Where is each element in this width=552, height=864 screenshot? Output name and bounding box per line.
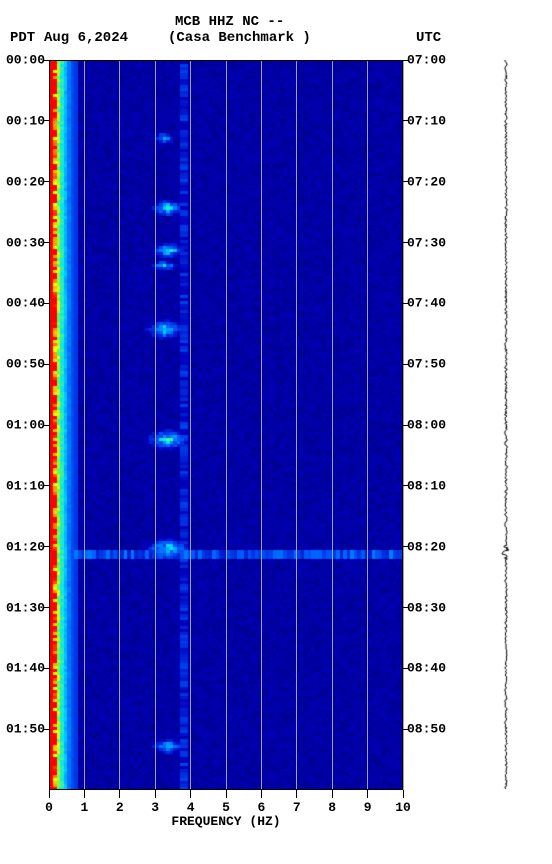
x-tick [190,790,191,798]
x-gridline [367,60,368,790]
y-left-tick-label: 01:50 [6,722,45,737]
x-tick-label: 4 [187,800,195,815]
y-tick [403,729,409,730]
y-left-tick-label: 00:20 [6,174,45,189]
y-left-tick-label: 00:00 [6,53,45,68]
y-left-tick-label: 01:30 [6,600,45,615]
station-name-label: (Casa Benchmark ) [168,30,311,46]
x-tick-label: 9 [364,800,372,815]
x-tick [403,790,404,798]
x-tick [155,790,156,798]
y-left-tick-label: 00:40 [6,296,45,311]
seismogram-trace [500,60,512,790]
y-left-tick-label: 00:50 [6,357,45,372]
x-gridline [261,60,262,790]
y-tick [43,303,49,304]
y-tick [403,242,409,243]
x-tick-label: 0 [45,800,53,815]
x-gridline [190,60,191,790]
x-gridline [226,60,227,790]
x-tick-label: 1 [80,800,88,815]
y-tick [403,364,409,365]
x-gridline [119,60,120,790]
y-left-tick-label: 00:30 [6,235,45,250]
right-timezone-label: UTC [416,30,441,46]
y-tick [43,546,49,547]
y-right-tick-label: 08:30 [407,600,446,615]
y-right-tick-label: 08:40 [407,661,446,676]
y-tick [43,242,49,243]
x-tick-label: 2 [116,800,124,815]
y-tick [403,303,409,304]
x-tick [296,790,297,798]
y-left-tick-label: 00:10 [6,113,45,128]
y-tick [403,181,409,182]
y-tick [403,60,409,61]
y-right-tick-label: 07:30 [407,235,446,250]
y-right-tick-label: 07:20 [407,174,446,189]
station-code-label: MCB HHZ NC -- [175,14,284,30]
y-tick [403,668,409,669]
y-tick [403,485,409,486]
y-tick [43,425,49,426]
y-tick [43,60,49,61]
spectrogram-plot: FREQUENCY (HZ) 01234567891000:0000:1000:… [49,60,403,790]
y-left-tick-label: 01:10 [6,478,45,493]
y-left-tick-label: 01:20 [6,539,45,554]
x-tick-label: 5 [222,800,230,815]
x-tick [332,790,333,798]
y-tick [43,668,49,669]
y-tick [43,364,49,365]
y-right-tick-label: 07:00 [407,53,446,68]
seismogram-canvas [500,60,512,790]
y-tick [43,729,49,730]
y-tick [43,181,49,182]
y-tick [403,425,409,426]
x-tick [226,790,227,798]
x-gridline [296,60,297,790]
gridlines [49,60,403,790]
left-timezone-label: PDT [10,30,35,46]
y-tick [403,546,409,547]
x-tick-label: 7 [293,800,301,815]
x-tick-label: 3 [151,800,159,815]
y-left-tick-label: 01:00 [6,418,45,433]
y-right-tick-label: 08:00 [407,418,446,433]
x-tick [119,790,120,798]
x-tick-label: 10 [395,800,411,815]
x-tick-label: 6 [257,800,265,815]
x-tick [367,790,368,798]
y-tick [43,485,49,486]
y-tick [43,607,49,608]
y-tick [403,120,409,121]
x-gridline [155,60,156,790]
x-tick [49,790,50,798]
x-axis-title: FREQUENCY (HZ) [171,814,280,829]
x-tick [84,790,85,798]
y-right-tick-label: 07:50 [407,357,446,372]
x-tick-label: 8 [328,800,336,815]
x-gridline [84,60,85,790]
y-tick [43,120,49,121]
x-tick [261,790,262,798]
x-gridline [332,60,333,790]
y-right-tick-label: 08:50 [407,722,446,737]
y-right-tick-label: 08:20 [407,539,446,554]
y-tick [403,607,409,608]
date-label: Aug 6,2024 [44,30,128,46]
y-right-tick-label: 08:10 [407,478,446,493]
y-right-tick-label: 07:40 [407,296,446,311]
y-right-tick-label: 07:10 [407,113,446,128]
y-left-tick-label: 01:40 [6,661,45,676]
